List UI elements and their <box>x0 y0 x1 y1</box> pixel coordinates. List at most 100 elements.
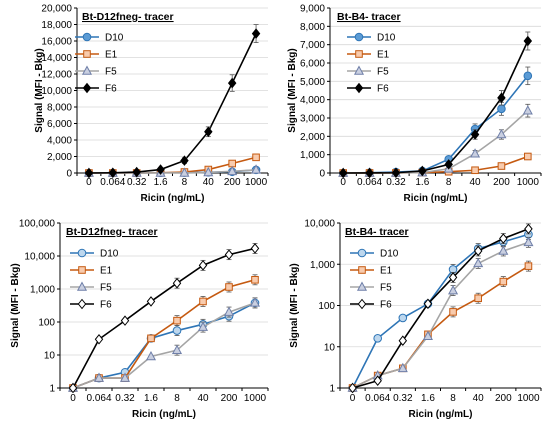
chart-panel-2: 0 1,000 2,000 3,000 4,000 5,000 6,000 7,000 8,00… <box>287 4 542 204</box>
series-F6 <box>84 24 261 179</box>
x-tick-label: 0.064 <box>100 177 125 188</box>
data-point-E1 <box>474 294 482 303</box>
y-tick-label: 10 <box>44 351 56 362</box>
data-point-F5 <box>498 245 509 255</box>
data-point-F6 <box>497 92 506 104</box>
legend-label-F6: F6 <box>105 84 117 95</box>
data-point-E1 <box>497 162 506 170</box>
y-tick-label: 1 <box>49 384 55 395</box>
data-point-F6 <box>348 382 357 394</box>
data-point-F6 <box>470 129 480 140</box>
data-point-F6 <box>172 277 182 289</box>
y-tick-label: 10,000 <box>41 86 72 97</box>
series-line-F6 <box>72 247 256 389</box>
x-tick-label: 0.064 <box>365 393 390 404</box>
y-tick-label: 1,000 <box>30 285 55 296</box>
data-point-F6 <box>373 375 382 387</box>
x-tick-label: 40 <box>203 177 215 188</box>
legend-marker-F5 <box>353 65 365 75</box>
y-tick-label: 1,000 <box>300 150 325 161</box>
data-point-E1 <box>252 153 260 162</box>
data-point-E1 <box>524 152 532 161</box>
data-point-F6 <box>146 296 156 307</box>
series-line-D10 <box>72 302 256 389</box>
x-tick-label: 0 <box>340 177 346 188</box>
data-point-E1 <box>225 283 233 291</box>
data-point-F6 <box>120 315 130 326</box>
y-tick-label: 9,000 <box>300 4 325 15</box>
data-point-F6 <box>94 333 104 345</box>
legend-label-E1: E1 <box>100 266 113 277</box>
data-point-F6 <box>68 382 78 394</box>
data-point-F6 <box>444 159 453 170</box>
y-tick-label: 6,000 <box>47 119 72 130</box>
legend-label-F5: F5 <box>377 67 389 78</box>
data-point-F5 <box>522 105 533 115</box>
legend-marker-D10 <box>82 32 92 42</box>
legend-label-E1: E1 <box>380 266 393 277</box>
chart-title: Bt-B4- tracer <box>337 11 401 23</box>
y-tick-label: 16,000 <box>41 37 72 48</box>
legend-label-E1: E1 <box>377 50 390 61</box>
legend-marker-E1 <box>358 266 366 274</box>
data-point-F6 <box>156 164 165 175</box>
data-point-E1 <box>251 276 259 284</box>
data-point-F5 <box>227 165 238 176</box>
y-tick-label: 100,000 <box>19 219 56 230</box>
y-tick-label: 10,000 <box>24 252 55 263</box>
legend-marker-F6 <box>77 298 87 310</box>
data-point-F6 <box>224 249 234 260</box>
x-tick-label: 1.6 <box>421 393 435 404</box>
x-tick-label: 8 <box>450 393 456 404</box>
y-tick-label: 8,000 <box>300 22 325 33</box>
x-tick-label: 40 <box>473 393 485 404</box>
chart-title: Bt-D12fneg- tracer <box>82 11 174 23</box>
data-point-D10 <box>523 71 533 81</box>
y-tick-label: 2,000 <box>300 132 325 143</box>
y-tick-label: 0 <box>319 169 325 180</box>
data-point-F6 <box>524 223 533 235</box>
legend-label-D10: D10 <box>377 33 396 44</box>
chart-panel-3: 1 10 100 1,000 10,000 100,000 0 0.064 0.32 1.6 8 40… <box>10 219 269 420</box>
legend: D10 E1 F5 F6 <box>70 249 119 311</box>
data-point-F5 <box>179 167 190 177</box>
x-axis-title: Ricin (ng/mL) <box>404 193 468 204</box>
y-axis-title: Signal (MFI - Bkg) <box>34 48 45 132</box>
x-tick-label: 200 <box>495 393 512 404</box>
legend-label-F5: F5 <box>100 283 112 294</box>
legend-label-F6: F6 <box>100 300 112 311</box>
legend: D10 E1 F5 F6 <box>347 33 396 95</box>
data-point-F5 <box>473 257 484 268</box>
data-point-F5 <box>496 128 507 139</box>
legend-marker-F5 <box>356 281 368 291</box>
x-tick-label: 0.064 <box>357 177 382 188</box>
y-tick-label: 1 <box>329 384 335 395</box>
data-point-F6 <box>250 243 260 254</box>
data-point-F6 <box>423 298 433 310</box>
x-tick-label: 0.32 <box>393 393 413 404</box>
data-point-F5 <box>251 164 262 174</box>
legend-marker-E1 <box>355 50 363 58</box>
legend-marker-F6 <box>354 82 364 94</box>
x-tick-label: 0.32 <box>386 177 406 188</box>
y-tick-label: 6,000 <box>300 59 325 70</box>
data-point-E1 <box>147 334 155 343</box>
y-tick-label: 100 <box>38 318 55 329</box>
data-point-F5 <box>145 350 157 361</box>
data-point-E1 <box>471 166 479 175</box>
data-point-F5 <box>171 344 183 354</box>
y-axis-title: Signal (MFI - Bkg) <box>10 263 21 347</box>
y-axis-title: Signal (MFI - Bkg) <box>287 48 298 132</box>
data-point-E1 <box>199 297 207 306</box>
legend: D10 E1 F5 F6 <box>350 249 399 311</box>
x-tick-label: 200 <box>493 177 510 188</box>
y-tick-label: 14,000 <box>41 53 72 64</box>
y-tick-label: 4,000 <box>47 136 72 147</box>
series-F6 <box>338 31 533 179</box>
legend-marker-D10 <box>357 248 367 258</box>
y-tick-label: 2,000 <box>47 152 72 163</box>
x-tick-label: 8 <box>446 177 452 188</box>
legend-label-D10: D10 <box>380 249 399 260</box>
x-axis-title: Ricin (ng/mL) <box>409 409 473 420</box>
